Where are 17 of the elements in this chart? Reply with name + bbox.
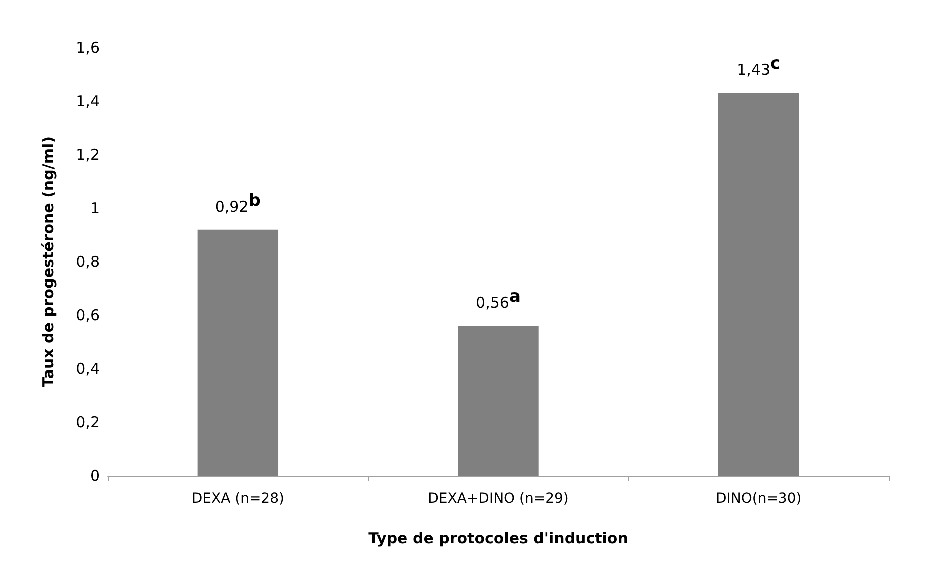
y-tick-label: 0,8 <box>76 253 100 271</box>
y-tick-label: 1 <box>90 200 100 218</box>
y-tick-label: 1,6 <box>76 39 100 57</box>
y-tick-label: 0,6 <box>76 306 100 324</box>
bar <box>458 326 539 476</box>
y-tick-label: 1,4 <box>76 92 100 110</box>
x-tick-label: DINO(n=30) <box>716 491 802 507</box>
bar <box>718 93 800 476</box>
y-tick-label: 0 <box>90 467 100 485</box>
x-tick-label: DEXA (n=28) <box>192 491 284 507</box>
bar <box>198 230 279 476</box>
x-tick-label: DEXA+DINO (n=29) <box>428 491 569 507</box>
x-axis-title: Type de protocoles d'induction <box>368 530 628 548</box>
y-tick-label: 1,2 <box>76 146 100 164</box>
y-tick-label: 0,2 <box>76 414 100 432</box>
y-axis-title: Taux de progestérone (ng/ml) <box>40 136 58 388</box>
y-tick-label: 0,4 <box>76 360 100 378</box>
